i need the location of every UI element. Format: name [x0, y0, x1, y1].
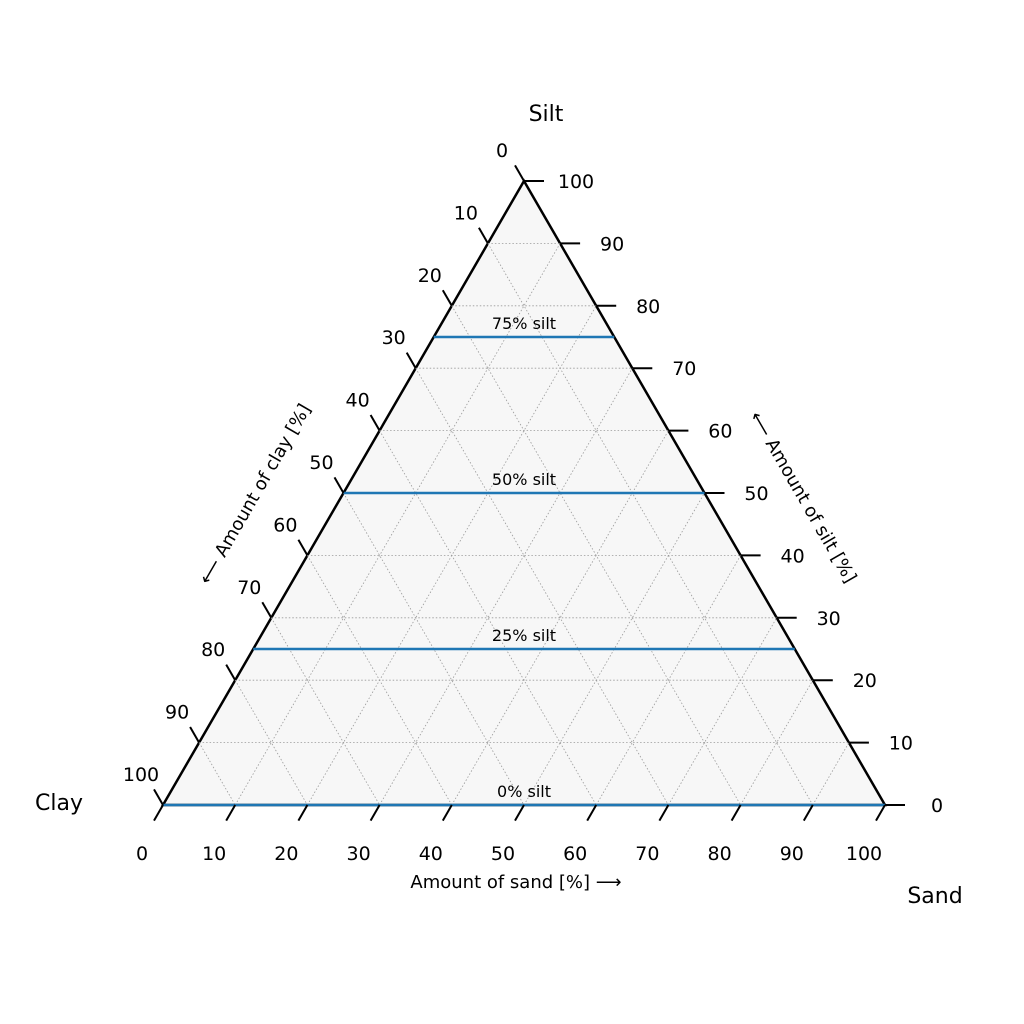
- tick-label-sand: 90: [780, 843, 804, 865]
- tick-label-clay: 20: [418, 265, 442, 287]
- tick-label-silt: 30: [817, 608, 841, 630]
- series-label: 0% silt: [497, 782, 551, 801]
- grid-line-sand: [379, 367, 633, 806]
- ticks-group: 0 0 0 10 10 10 20 20 20 30 30 30 40 40 40 50 50 50 60 60 60 7…: [123, 140, 943, 865]
- tick-label-clay: 0: [496, 140, 508, 162]
- grid-line-sand: [595, 555, 741, 806]
- vertex-label-silt: Silt: [529, 102, 564, 127]
- tick-label-clay: 10: [454, 202, 478, 224]
- tick-mark-sand: [153, 804, 164, 822]
- series-label: 50% silt: [492, 470, 556, 489]
- grid-line-sand: [812, 742, 850, 806]
- vertex-labels: Silt Clay Sand: [35, 102, 963, 909]
- tick-label-sand: 50: [491, 843, 515, 865]
- axis-label-clay: ⟵ Amount of clay [%]: [195, 400, 315, 588]
- tick-label-sand: 60: [563, 843, 587, 865]
- vertex-label-clay: Clay: [35, 791, 83, 816]
- tick-label-sand: 100: [846, 843, 882, 865]
- series-label: 75% silt: [492, 314, 556, 333]
- tick-label-silt: 100: [558, 171, 594, 193]
- grid: [198, 242, 850, 806]
- tick-label-sand: 10: [202, 843, 226, 865]
- grid-line-sand: [740, 679, 814, 806]
- tick-label-silt: 0: [931, 795, 943, 817]
- tick-mark-clay: [405, 352, 417, 369]
- tick-label-silt: 20: [853, 670, 877, 692]
- tick-label-clay: 80: [201, 639, 225, 661]
- tick-mark-sand: [875, 804, 886, 822]
- tick-label-sand: 30: [347, 843, 371, 865]
- tick-label-silt: 10: [889, 733, 913, 755]
- vertex-label-sand: Sand: [907, 884, 962, 909]
- tick-label-silt: 70: [672, 358, 696, 380]
- tick-mark-sand: [730, 804, 742, 822]
- tick-mark-sand: [658, 804, 670, 822]
- tick-label-clay: 70: [237, 577, 261, 599]
- tick-label-silt: 60: [708, 421, 732, 443]
- tick-mark-clay: [189, 726, 200, 744]
- tick-mark-clay: [369, 414, 381, 432]
- grid-line-clay: [198, 742, 236, 806]
- tick-mark-clay: [261, 601, 273, 619]
- tick-mark-clay: [478, 227, 489, 244]
- grid-line-sand: [523, 492, 705, 806]
- tick-mark-sand: [369, 804, 381, 822]
- tick-mark-sand: [297, 804, 309, 822]
- tick-label-sand: 20: [274, 843, 298, 865]
- tick-label-clay: 100: [123, 764, 159, 786]
- axis-label-sand: Amount of sand [%] ⟶: [410, 872, 621, 893]
- tick-mark-sand: [514, 804, 525, 822]
- tick-mark-sand: [441, 804, 453, 822]
- grid-line-clay: [415, 367, 669, 806]
- tick-mark-sand: [225, 804, 237, 822]
- tick-label-sand: 0: [136, 843, 148, 865]
- tick-label-silt: 90: [600, 233, 624, 255]
- tick-label-sand: 40: [419, 843, 443, 865]
- tick-mark-sand: [802, 804, 814, 822]
- tick-label-silt: 50: [744, 483, 768, 505]
- grid-line-sand: [668, 617, 778, 806]
- tick-mark-clay: [225, 664, 237, 681]
- tick-mark-clay: [441, 289, 453, 307]
- tick-label-clay: 40: [346, 390, 370, 412]
- tick-mark-clay: [297, 539, 309, 556]
- tick-mark-clay: [153, 788, 164, 806]
- tick-label-silt: 80: [636, 296, 660, 318]
- tick-label-clay: 90: [165, 702, 189, 724]
- tick-label-sand: 70: [635, 843, 659, 865]
- tick-mark-clay: [514, 164, 525, 182]
- tick-mark-clay: [333, 476, 345, 494]
- grid-line-clay: [307, 555, 453, 806]
- tick-label-silt: 40: [781, 545, 805, 567]
- tick-label-sand: 80: [708, 843, 732, 865]
- tick-label-clay: 30: [382, 327, 406, 349]
- grid-line-clay: [343, 492, 525, 806]
- series-label: 25% silt: [492, 626, 556, 645]
- tick-mark-sand: [586, 804, 598, 822]
- tick-label-clay: 60: [273, 514, 297, 536]
- tick-label-clay: 50: [309, 452, 333, 474]
- grid-line-clay: [234, 679, 308, 806]
